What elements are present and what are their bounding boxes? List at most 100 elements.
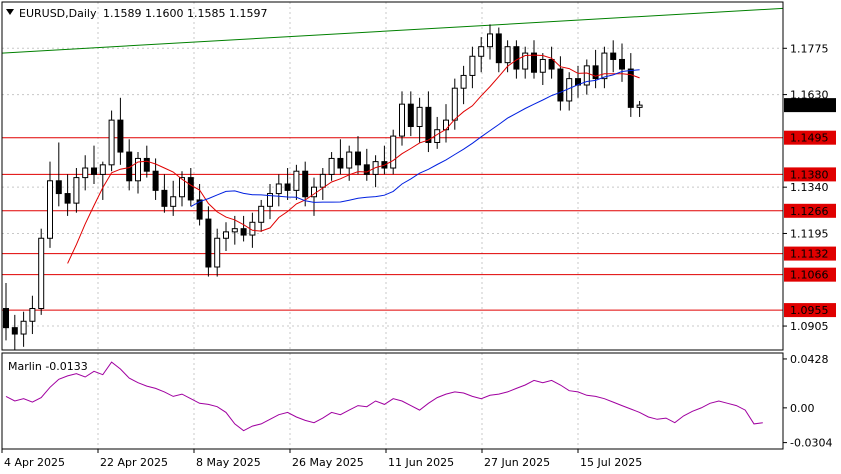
candle-body [267, 193, 273, 207]
candle-body [522, 52, 529, 70]
current-price-label: 1.1597 [784, 98, 836, 113]
candle-body [583, 65, 590, 86]
candle-body [3, 307, 9, 329]
candle [539, 53, 546, 86]
candle-body [117, 119, 124, 153]
candle [284, 168, 291, 200]
candle [495, 27, 502, 73]
candle [619, 43, 625, 82]
time-tick-label: 22 Apr 2025 [100, 456, 168, 469]
candle [451, 78, 458, 130]
candle [267, 183, 273, 220]
time-axis: 4 Apr 2025 22 Apr 2025 8 May 2025 26 May 20… [1, 449, 642, 469]
candle [117, 97, 124, 165]
candle [152, 158, 159, 200]
candle [3, 282, 9, 341]
candle-body [451, 87, 458, 121]
candle-body [135, 157, 141, 182]
candle-body [275, 183, 282, 195]
candle [425, 91, 432, 153]
candle [636, 100, 643, 117]
candle [469, 46, 476, 89]
candle [557, 56, 564, 111]
price-tick-label: 1.0905 [790, 320, 829, 333]
candle [11, 314, 18, 350]
candle [170, 180, 177, 216]
candle-body [196, 199, 203, 220]
moving-averages [67, 54, 640, 264]
candle-body [214, 237, 221, 268]
candle-body [29, 307, 36, 322]
level-label-bg [784, 167, 836, 182]
candle [258, 199, 265, 232]
candle-body [513, 46, 520, 70]
candle-body [240, 228, 247, 236]
candle [407, 91, 414, 137]
candle-body [161, 189, 168, 207]
level-label: 1.0955 [790, 304, 829, 317]
candle-body [302, 170, 309, 198]
candle [55, 142, 62, 207]
trend-line [1, 7, 784, 54]
level-label-bg [784, 246, 836, 261]
candle-body [179, 177, 185, 198]
trend-line-segment [1, 7, 784, 54]
indicator-tick-label: 0.0428 [790, 353, 829, 366]
candle-body [636, 104, 643, 108]
candle-body [205, 218, 212, 268]
candle-body [346, 151, 353, 169]
indicator-pane-frame [1, 352, 784, 450]
candle [293, 164, 300, 200]
candle-body [619, 58, 625, 70]
level-label: 1.1132 [790, 248, 829, 261]
oscillator-series [5, 361, 763, 432]
candle-body [337, 157, 344, 169]
candle [601, 46, 608, 89]
candle-body [601, 52, 608, 80]
candle-body [152, 170, 159, 191]
candle-body [557, 68, 564, 102]
candle-body [548, 58, 555, 70]
level-label: 1.1380 [790, 168, 829, 181]
candle [82, 155, 89, 191]
price-tick-label: 1.1195 [790, 227, 829, 240]
candle-body [469, 55, 476, 76]
candle [416, 97, 423, 143]
candle-body [73, 177, 80, 204]
candle [29, 295, 36, 335]
candle [548, 46, 555, 79]
slow-moving-average [190, 69, 640, 208]
candle [275, 174, 282, 207]
indicator-axis: 0.0428 0.00 -0.0304 [783, 353, 832, 450]
candle [108, 110, 115, 172]
indicator-tick-label: 0.00 [790, 402, 815, 415]
candle-body [478, 46, 485, 57]
candle [214, 228, 221, 277]
price-tick-label: 1.1775 [790, 42, 829, 55]
candle-body [284, 183, 291, 191]
candle-body [627, 68, 634, 108]
candle [223, 222, 229, 252]
candle-body [425, 106, 432, 143]
oscillator-line [5, 361, 763, 432]
time-tick-label: 11 Jun 2025 [388, 456, 454, 469]
triangle-down-icon[interactable] [6, 9, 14, 15]
candle [592, 49, 599, 89]
symbol-label: EURUSD,Daily [19, 7, 97, 20]
candle [187, 168, 194, 207]
candle [20, 311, 27, 347]
candle-body [610, 52, 617, 60]
level-label-bg [784, 130, 836, 145]
candle [610, 40, 617, 73]
candle-body [539, 58, 546, 73]
candle-body [328, 157, 335, 175]
candle [583, 59, 590, 95]
candle-body [64, 193, 71, 204]
level-label-bg [784, 203, 836, 218]
level-label-bg [784, 303, 836, 318]
level-labels: 1.1495 1.1380 1.1266 1.1132 1.1066 1.0955 [784, 130, 836, 318]
candle-body [91, 167, 97, 175]
candle-body [38, 237, 45, 309]
candle [240, 215, 247, 242]
time-tick-label: 8 May 2025 [196, 456, 261, 469]
